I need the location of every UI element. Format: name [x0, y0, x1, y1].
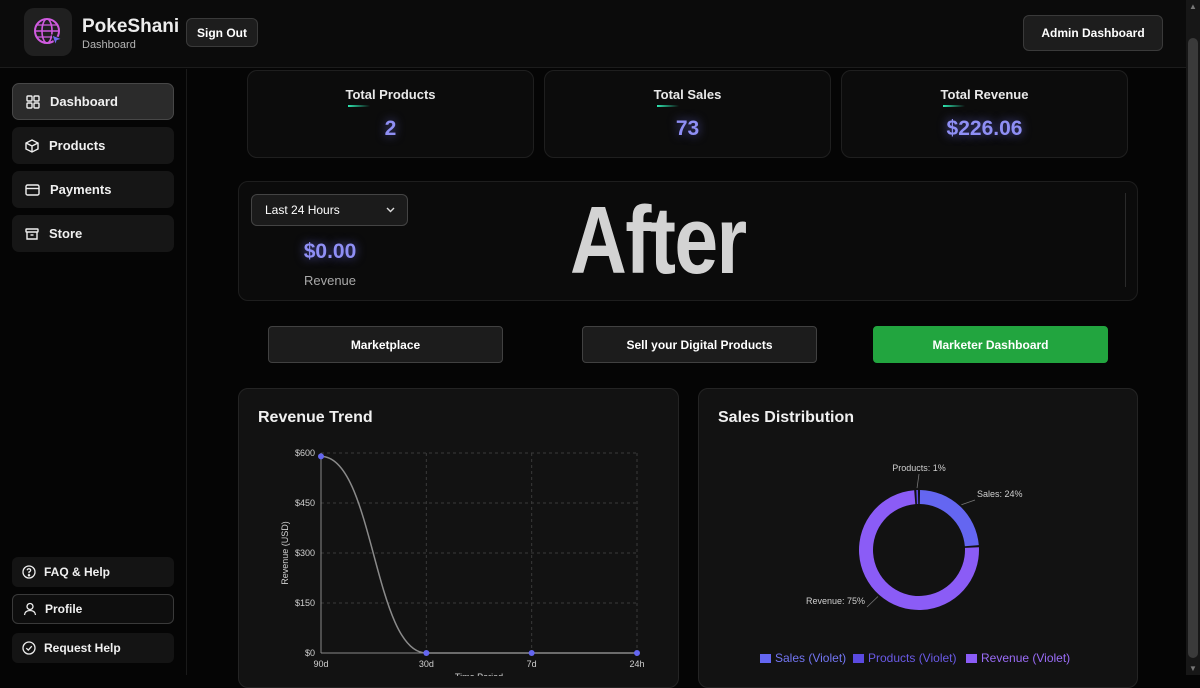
faq-help-button[interactable]: FAQ & Help — [12, 557, 174, 587]
sell-digital-products-button[interactable]: Sell your Digital Products — [582, 326, 817, 363]
scrollbar-thumb[interactable] — [1188, 38, 1198, 658]
credit-card-icon — [25, 183, 40, 196]
sidebar-item-dashboard[interactable]: Dashboard — [12, 83, 174, 120]
y-axis-label: Revenue (USD) — [280, 521, 290, 585]
globe-cursor-icon — [34, 18, 64, 47]
slice-label: Products: 1% — [892, 463, 946, 473]
legend-swatch — [853, 653, 864, 663]
data-point — [634, 650, 640, 656]
after-overlay-text: After — [570, 187, 747, 294]
revenue-trend-chart: $0 $150 $300 $450 $600 90d 30d 7d 24h Revenue (US… — [280, 448, 645, 676]
legend-item-revenue[interactable]: Revenue (Violet) — [966, 651, 1070, 665]
data-point — [318, 453, 324, 460]
stat-underline — [348, 105, 370, 107]
x-tick-label: 90d — [313, 659, 328, 669]
slice-leader-line — [866, 596, 879, 608]
stat-label: Total Sales — [653, 87, 722, 102]
profile-button[interactable]: Profile — [12, 594, 174, 624]
revenue-series-line — [320, 455, 637, 654]
donut-slice — [919, 490, 979, 547]
stat-card-total-products: Total Products 2 — [247, 70, 534, 158]
x-tick-label: 7d — [527, 659, 537, 669]
period-revenue-panel: Last 24 Hours $0.00 Revenue — [238, 181, 1138, 301]
sidebar-item-label: Payments — [50, 182, 112, 197]
y-tick-label: $450 — [295, 498, 315, 508]
sidebar: Dashboard Products Payments Store FAQ & … — [0, 69, 187, 675]
y-tick-label: $600 — [295, 448, 315, 458]
sidebar-item-label: Dashboard — [50, 94, 118, 109]
y-tick-label: $0 — [305, 648, 315, 658]
y-tick-label: $150 — [295, 598, 315, 608]
stat-card-total-revenue: Total Revenue $226.06 — [841, 70, 1128, 158]
period-revenue-value: $0.00 — [303, 240, 357, 263]
brand-subtitle: Dashboard — [82, 39, 136, 51]
help-circle-icon — [22, 565, 36, 579]
request-help-label: Request Help — [44, 641, 121, 655]
legend-label: Revenue (Violet) — [981, 651, 1071, 665]
request-help-button[interactable]: Request Help — [12, 633, 174, 663]
grid-icon — [26, 94, 40, 109]
slice-leader-line — [916, 473, 920, 489]
y-tick-label: $300 — [295, 548, 315, 558]
period-revenue-label: Revenue — [303, 273, 357, 288]
legend-item-products[interactable]: Products (Violet) — [853, 651, 956, 665]
sales-distribution-title: Sales Distribution — [718, 409, 855, 426]
legend-swatch — [760, 653, 771, 663]
sidebar-item-store[interactable]: Store — [12, 215, 174, 252]
scroll-up-arrow[interactable]: ▲ — [1189, 2, 1197, 11]
legend-swatch — [966, 653, 977, 663]
x-tick-label: 24h — [629, 659, 644, 669]
marketer-dashboard-button[interactable]: Marketer Dashboard — [873, 326, 1108, 363]
stat-card-total-sales: Total Sales 73 — [544, 70, 831, 158]
data-point — [423, 650, 430, 656]
chevron-down-icon — [386, 207, 395, 213]
check-circle-icon — [22, 641, 36, 655]
revenue-trend-title: Revenue Trend — [258, 409, 373, 426]
user-icon — [23, 602, 37, 616]
stat-underline — [657, 105, 679, 107]
stat-value: 73 — [675, 117, 700, 140]
revenue-trend-card: Revenue Trend $0 $150 $300 $450 $600 90d 30d 7d… — [238, 388, 679, 688]
period-select[interactable]: Last 24 Hours — [251, 194, 408, 226]
scroll-down-arrow[interactable]: ▼ — [1189, 664, 1197, 673]
stat-value: 2 — [384, 117, 397, 140]
data-point — [528, 650, 535, 656]
legend-item-sales[interactable]: Sales (Violet) — [760, 651, 846, 665]
sidebar-item-payments[interactable]: Payments — [12, 171, 174, 208]
legend-label: Products (Violet) — [868, 651, 957, 665]
sidebar-item-products[interactable]: Products — [12, 127, 174, 164]
slice-leader-line — [961, 499, 976, 506]
x-tick-label: 30d — [419, 659, 434, 669]
box-icon — [25, 138, 39, 153]
x-axis-label: Time Period — [455, 672, 503, 676]
panel-divider — [1125, 193, 1126, 287]
sidebar-item-label: Products — [49, 138, 106, 153]
sign-out-button[interactable]: Sign Out — [186, 18, 258, 47]
stat-label: Total Products — [345, 87, 436, 102]
slice-label: Sales: 24% — [977, 489, 1023, 499]
legend-label: Sales (Violet) — [775, 651, 847, 665]
donut-slice — [916, 490, 919, 505]
logo[interactable] — [24, 8, 72, 56]
stat-value: $226.06 — [946, 117, 1023, 140]
slice-label: Revenue: 75% — [806, 596, 865, 606]
sales-distribution-chart: Sales: 24% Revenue: 75% Products: 1% — [806, 463, 1023, 610]
faq-help-label: FAQ & Help — [44, 565, 111, 579]
archive-icon — [25, 227, 39, 240]
marketplace-button[interactable]: Marketplace — [268, 326, 503, 363]
stat-label: Total Revenue — [940, 87, 1029, 102]
period-select-value: Last 24 Hours — [265, 203, 340, 217]
sidebar-item-label: Store — [49, 226, 83, 241]
brand-name: PokeShani — [82, 16, 180, 37]
top-bar: PokeShani Dashboard Sign Out Admin Dashb… — [0, 0, 1186, 68]
sales-distribution-card: Sales Distribution Sales: 24% Revenue: 75… — [698, 388, 1138, 688]
profile-label: Profile — [45, 602, 83, 616]
stat-underline — [943, 105, 965, 107]
admin-dashboard-button[interactable]: Admin Dashboard — [1023, 15, 1163, 51]
